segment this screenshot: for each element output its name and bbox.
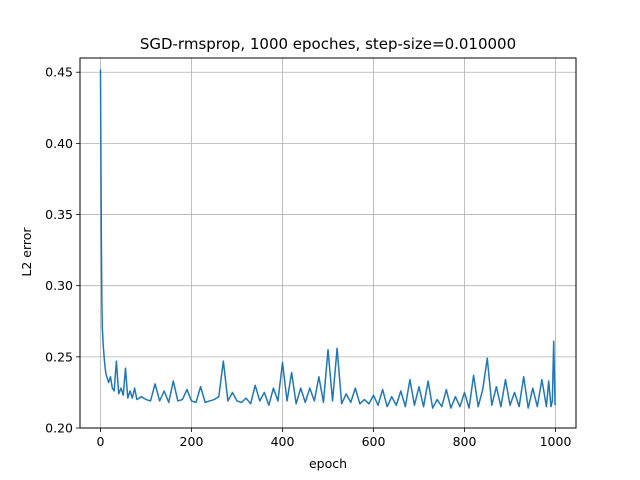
x-tick-label: 400 (271, 434, 295, 449)
plot-frame (79, 57, 577, 429)
x-tick-label: 0 (97, 434, 105, 449)
y-tick-label: 0.35 (45, 207, 73, 222)
y-tick-label: 0.25 (45, 349, 73, 364)
x-tick-label: 800 (453, 434, 477, 449)
series-line (99, 69, 556, 409)
chart-title: SGD-rmsprop, 1000 epoches, step-size=0.0… (140, 35, 516, 53)
x-tick-label: 200 (180, 434, 204, 449)
y-tick-label: 0.45 (45, 65, 73, 80)
x-tick-label: 600 (362, 434, 386, 449)
x-axis-label: epoch (309, 456, 347, 471)
y-axis-label: L2 error (19, 227, 34, 277)
y-ticks: 0.20 0.25 0.30 0.35 0.40 0.45 (45, 65, 80, 436)
y-tick-label: 0.20 (45, 421, 73, 436)
y-tick-label: 0.30 (45, 278, 73, 293)
x-ticks: 0 200 400 600 800 1000 (97, 428, 572, 449)
x-tick-label: 1000 (540, 434, 572, 449)
grid (80, 58, 576, 429)
y-tick-label: 0.40 (45, 136, 73, 151)
